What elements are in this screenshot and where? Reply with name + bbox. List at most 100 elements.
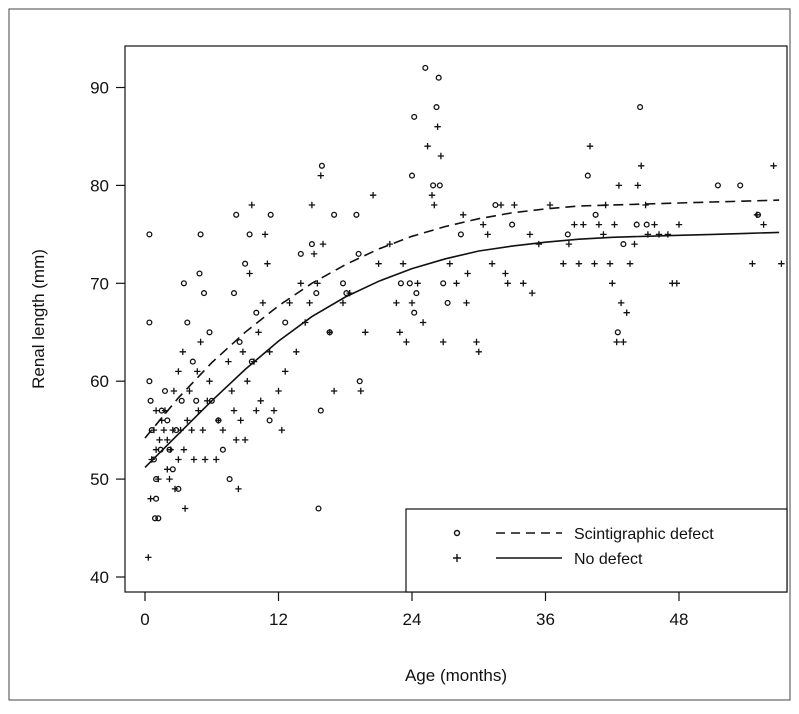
no-defect-point (319, 240, 327, 248)
scintigraphic-defect-point (219, 446, 226, 453)
scintigraphic-defect-point (253, 309, 260, 316)
no-defect-point (230, 407, 238, 414)
no-defect-point (760, 221, 767, 228)
scintigraphic-defect-point (226, 476, 233, 483)
no-defect-point (446, 260, 453, 267)
no-defect-point (326, 329, 333, 336)
no-defect-point (753, 211, 761, 218)
no-defect-point (257, 397, 264, 404)
x-tick-label: 48 (670, 610, 689, 629)
no-defect-point (611, 221, 618, 228)
no-defect-point (609, 280, 616, 287)
scintigraphic-defect-point (397, 280, 404, 287)
scintigraphic-defect-point (714, 182, 721, 189)
no-defect-point (282, 368, 289, 375)
scintigraphic-defect-point (197, 231, 204, 238)
scintigraphic-defect-point (433, 104, 440, 111)
no-defect-point (161, 407, 169, 414)
no-defect-point (431, 201, 438, 209)
no-defect-point (419, 319, 427, 326)
no-defect-point (634, 182, 641, 189)
no-defect-point (546, 201, 554, 209)
scintigraphic-defect-point (408, 172, 416, 179)
axes-layer: 0 12 24 36 48 40 50 60 70 80 90 (90, 79, 688, 630)
scintigraphic-defect-point (146, 231, 153, 238)
no-defect-point (437, 152, 445, 160)
legend-label-no-defect: No defect (574, 551, 643, 568)
no-defect-point (166, 475, 173, 483)
no-defect-point (317, 172, 324, 179)
legend-box (405, 508, 788, 593)
y-tick-label: 40 (90, 568, 109, 587)
no-defect-point (749, 260, 756, 267)
no-defect-point (591, 260, 598, 267)
scintigraphic-defect-point (353, 211, 360, 218)
scintigraphic-defect-point (206, 329, 213, 336)
scintigraphic-defect-point (189, 358, 196, 365)
scintigraphic-defect-point (297, 250, 304, 257)
no-defect-point (239, 348, 247, 355)
scintigraphic-defect-point (180, 280, 187, 287)
no-defect-point (180, 446, 188, 453)
no-defect-point (275, 387, 282, 395)
no-defect-point (261, 231, 269, 238)
no-defect-point (190, 456, 198, 463)
no-defect-point (453, 280, 460, 287)
scintigraphic-defect-point (153, 495, 160, 502)
legend-plus-marker (453, 554, 461, 562)
y-tick-label: 60 (90, 372, 109, 391)
no-defect-point (651, 221, 658, 228)
no-defect-point (177, 426, 184, 434)
scintigraphic-defect-point (492, 201, 499, 209)
scintigraphic-defect-point (592, 211, 599, 218)
no-defect-point (199, 426, 206, 434)
no-defect-point (164, 436, 171, 444)
no-defect-point (655, 231, 663, 238)
no-defect-point (170, 387, 178, 395)
scintigraphic-defect-point (155, 515, 162, 522)
no-defect-point (414, 280, 421, 287)
scintigraphic-defect-point (317, 407, 324, 414)
scintigraphic-defect-point (242, 260, 249, 267)
scintigraphic-defect-point (436, 182, 443, 189)
no-defect-point (253, 407, 260, 414)
no-defect-point (623, 309, 630, 316)
scintigraphic-defect-point (356, 378, 363, 385)
no-defect-point (164, 466, 171, 473)
no-defect-point (155, 475, 162, 483)
no-defect-point (434, 123, 441, 130)
no-defect-point (145, 554, 152, 561)
no-defect-point (346, 289, 353, 297)
no-defect-point (286, 299, 293, 307)
no-defect-point (215, 417, 222, 424)
no-defect-point (181, 505, 189, 512)
no-defect-point (473, 338, 480, 346)
no-defect-point (167, 446, 174, 453)
x-axis-title: Age (months) (405, 666, 507, 685)
scintigraphic-defect-point (184, 319, 191, 326)
no-defect-point (330, 387, 338, 395)
no-defect-point (602, 201, 609, 209)
no-defect-point (244, 378, 251, 385)
scintigraphic-defect-point (151, 515, 159, 522)
no-defect-point (617, 299, 625, 307)
scintigraphic-defect-point (584, 172, 591, 179)
no-defect-point (297, 280, 304, 287)
no-defect-point (484, 231, 491, 238)
no-defect-point (408, 299, 416, 307)
scintigraphic-defect-point (737, 182, 744, 189)
no-defect-point (175, 368, 182, 375)
y-tick-label: 70 (90, 274, 109, 293)
no-defect-point (204, 397, 211, 404)
no-defect-point (194, 368, 201, 375)
scintigraphic-defect-point (147, 397, 154, 404)
no-defect-point (613, 338, 620, 346)
scintigraphic-defect-point (169, 466, 176, 473)
x-tick-label: 0 (140, 610, 149, 629)
scintigraphic-defect-point (564, 231, 571, 238)
no-defect-point (673, 280, 680, 287)
scintigraphic-defect-point (339, 280, 347, 287)
no-defect-point (638, 162, 645, 169)
y-tick-label: 50 (90, 470, 109, 489)
no-defect-point (399, 260, 407, 267)
